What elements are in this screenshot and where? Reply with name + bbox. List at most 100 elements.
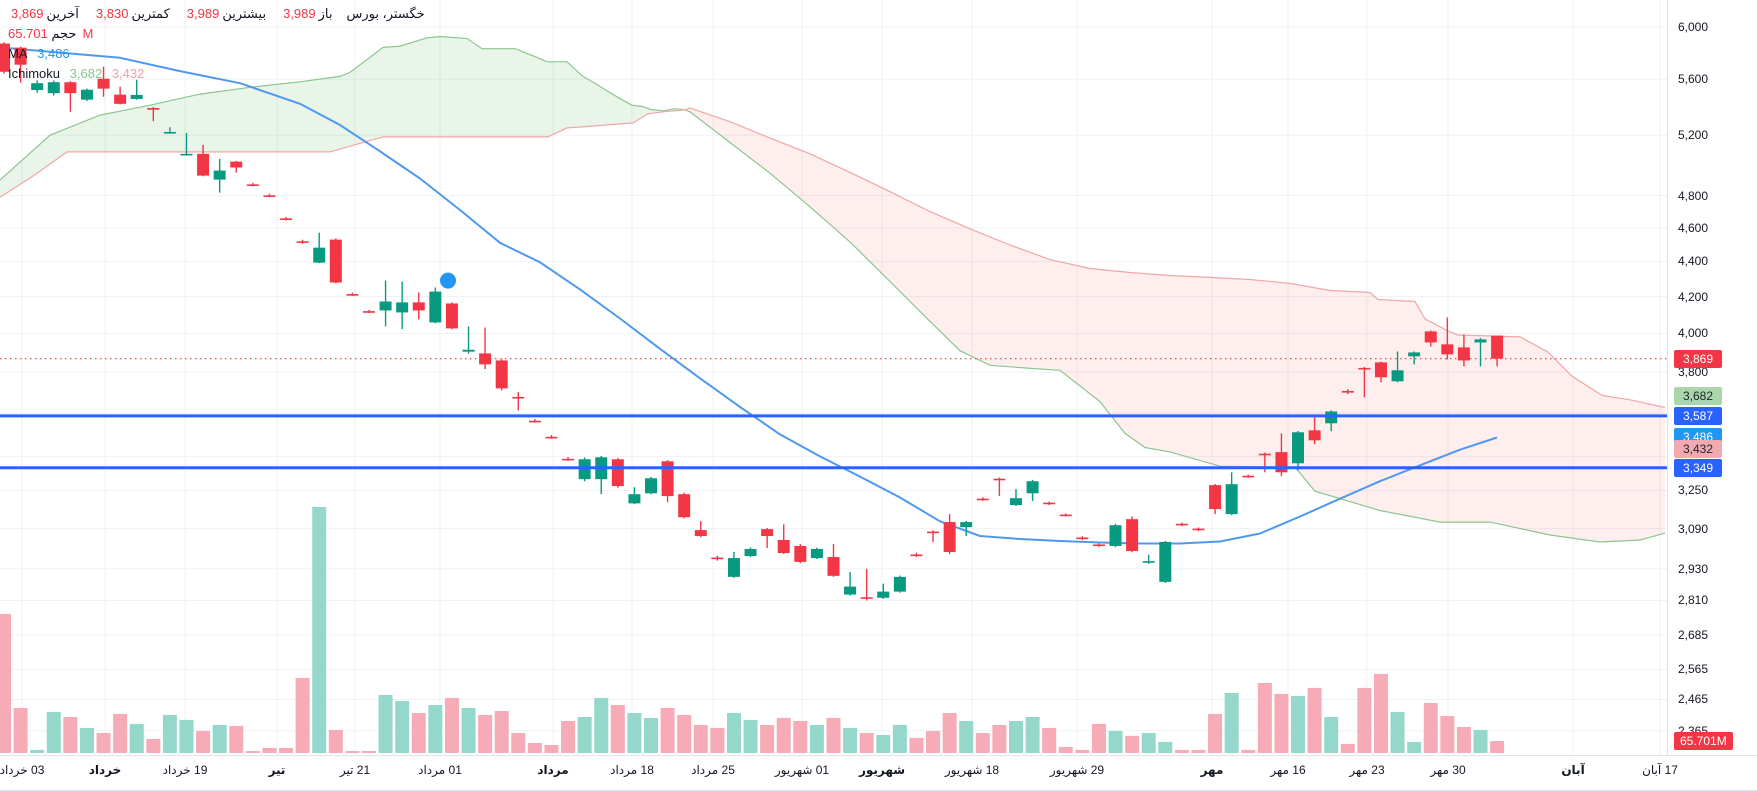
candle-body <box>80 89 93 100</box>
volume-bar <box>793 721 808 753</box>
x-axis-label: 01 شهریور <box>774 763 830 777</box>
volume-bar <box>1108 731 1123 753</box>
candle-body <box>761 529 774 537</box>
volume-bar <box>1324 717 1339 753</box>
volume-bar <box>826 717 841 753</box>
volume-value: 65.701M <box>8 26 94 41</box>
volume-bar <box>79 727 94 753</box>
ma-legend-row[interactable]: MA 3,486 <box>8 44 425 64</box>
x-axis-label: آبان <box>1561 763 1585 777</box>
y-axis-label: 3,250 <box>1678 483 1709 498</box>
candle-body <box>528 420 541 423</box>
candle-body <box>1043 502 1056 505</box>
volume-bar <box>461 707 476 753</box>
volume-bar <box>494 711 509 753</box>
volume-bar <box>146 739 161 753</box>
volume-bar <box>1075 749 1090 753</box>
volume-bar <box>1224 693 1239 753</box>
volume-bar <box>1208 713 1223 753</box>
candle-body <box>1209 485 1222 510</box>
x-axis-label: 19 خرداد <box>162 763 208 777</box>
candle-body <box>1225 484 1238 515</box>
signal-marker-dot[interactable] <box>440 272 456 289</box>
candle-body <box>362 311 375 313</box>
candle-body <box>976 498 989 501</box>
y-axis-label: 2,465 <box>1678 692 1709 707</box>
volume-bar <box>577 717 592 753</box>
candle-body <box>1076 537 1089 540</box>
volume-bar <box>527 743 542 753</box>
candle-body <box>1009 498 1022 506</box>
candle-body <box>711 557 724 560</box>
candle-body <box>645 478 658 494</box>
y-axis-label: 5,200 <box>1678 128 1709 143</box>
candle-body <box>396 302 409 313</box>
volume-bar <box>1241 749 1256 753</box>
volume-bar <box>677 715 692 753</box>
volume-bar <box>1091 723 1106 753</box>
volume-bar <box>46 711 61 753</box>
volume-bar <box>1340 743 1355 753</box>
volume-bar <box>229 725 244 753</box>
volume-bar <box>959 721 974 753</box>
candle-body <box>827 557 840 576</box>
candle-body <box>744 548 757 557</box>
volume-bar <box>859 733 874 753</box>
candle-body <box>993 478 1006 481</box>
candle-body <box>47 82 60 94</box>
candle-body <box>114 94 127 104</box>
symbol-ohlc-row[interactable]: خگستر، بورس باز3,989 بیشترین3,989 کمترین… <box>8 4 425 24</box>
volume-bar <box>1423 703 1438 753</box>
y-axis-label: 2,810 <box>1678 593 1709 608</box>
volume-bar <box>113 713 128 753</box>
candle-body <box>628 494 641 504</box>
x-axis-label: شهریور <box>858 763 906 777</box>
volume-bar <box>610 705 625 753</box>
volume-bar <box>710 727 725 753</box>
volume-bar <box>444 697 459 753</box>
candle-body <box>1142 561 1155 563</box>
y-axis-label: 2,685 <box>1678 627 1709 642</box>
volume-badge: 65.701M <box>1674 732 1733 750</box>
ma-layer <box>0 46 1498 545</box>
volume-bar <box>1158 741 1173 753</box>
y-axis-label: 3,800 <box>1678 365 1709 380</box>
x-axis-label: 29 شهریور <box>1049 763 1105 777</box>
volume-bar <box>942 713 957 753</box>
candle-body <box>296 241 309 243</box>
volume-bar <box>809 725 824 753</box>
candle-body <box>197 153 210 176</box>
volume-bar <box>1473 729 1488 753</box>
y-axis-label: 4,600 <box>1678 220 1709 235</box>
candle-body <box>230 161 243 168</box>
time-axis[interactable]: 03 خرداد خرداد 19 خرداد تیر 21 تیر 01 مرداد مر… <box>0 755 1757 790</box>
x-axis-label: 23 مهر <box>1349 763 1385 777</box>
price-axis[interactable]: 6,000 5,600 5,200 4,800 4,600 4,400 4,200 4,000… <box>1667 0 1757 755</box>
volume-bar <box>245 751 260 753</box>
volume-bar <box>561 721 576 753</box>
volume-bar <box>627 713 642 753</box>
candle-body <box>1474 339 1487 343</box>
ichimoku-legend-row[interactable]: Ichimoku 3,682 3,432 <box>8 64 425 84</box>
candle-body <box>1159 541 1172 582</box>
volume-bar <box>411 713 426 753</box>
volume-bar <box>361 751 376 753</box>
volume-bar <box>1373 673 1388 753</box>
hlines-layer <box>0 414 1667 470</box>
candle-body <box>1441 344 1454 355</box>
indicator-legend: خگستر، بورس باز3,989 بیشترین3,989 کمترین… <box>8 4 425 84</box>
volume-bar <box>30 749 45 753</box>
candle-body <box>1126 519 1139 551</box>
volume-legend-row[interactable]: حجم 65.701M <box>8 24 425 44</box>
candle-body <box>562 458 575 461</box>
candle-body <box>130 94 143 99</box>
candle-body <box>0 43 10 72</box>
volume-bar <box>909 737 924 753</box>
candle-body <box>1457 347 1470 361</box>
volume-bar <box>279 747 294 753</box>
candle-body <box>1292 432 1305 464</box>
candle-body <box>180 153 193 156</box>
candle-body <box>329 239 342 283</box>
